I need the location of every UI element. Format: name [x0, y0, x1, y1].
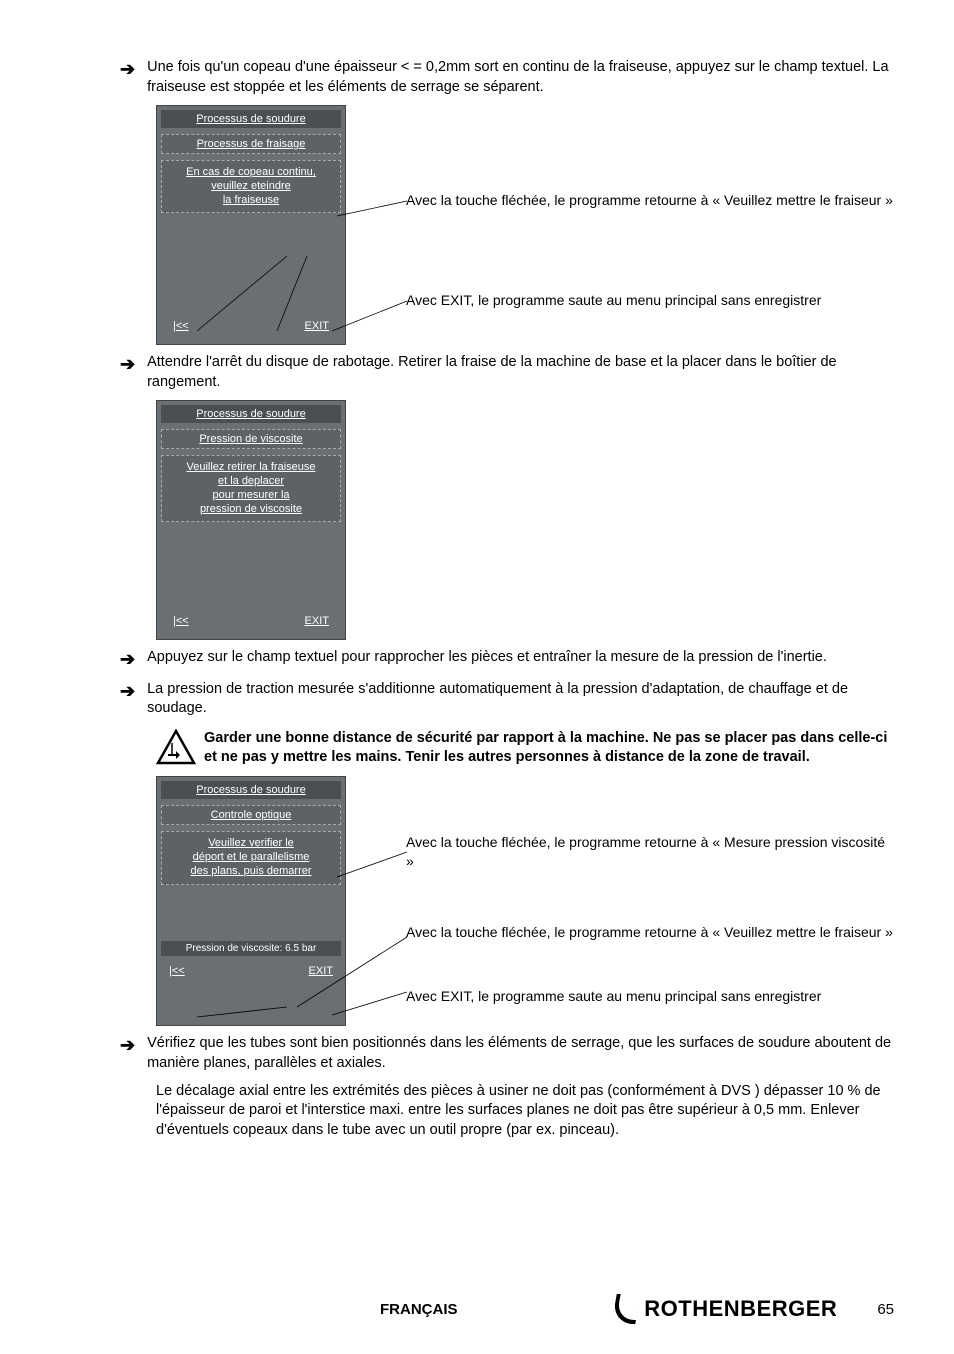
device-screen: Processus de soudure Processus de fraisa… — [156, 105, 346, 345]
screen-body[interactable]: En cas de copeau continu, veuillez etein… — [161, 160, 341, 213]
bullet-text: Appuyez sur le champ textuel pour rappro… — [147, 648, 827, 668]
arrow-right-icon: ➔ — [120, 353, 135, 376]
pressure-readout: Pression de viscosite: 6.5 bar — [161, 941, 341, 956]
bullet-item: ➔ Attendre l'arrêt du disque de rabotage… — [120, 353, 894, 392]
bullet-item: ➔ Vérifiez que les tubes sont bien posit… — [120, 1034, 894, 1073]
exit-button[interactable]: EXIT — [305, 320, 329, 332]
screen-block-2: Processus de soudure Pression de viscosi… — [156, 400, 894, 640]
screen-footer: |<< EXIT — [165, 317, 337, 336]
annotation-column: Avec la touche fléchée, le programme ret… — [346, 776, 894, 1026]
screen-subtitle: Processus de fraisage — [161, 134, 341, 154]
arrow-right-icon: ➔ — [120, 680, 135, 703]
bullet-item: ➔ La pression de traction mesurée s'addi… — [120, 680, 894, 719]
exit-button[interactable]: EXIT — [309, 965, 333, 977]
screen-subtitle: Controle optique — [161, 805, 341, 825]
paragraph: Le décalage axial entre les extrémités d… — [156, 1082, 894, 1141]
brand-swoosh-icon — [612, 1294, 641, 1324]
screen-footer: |<< EXIT — [161, 962, 341, 981]
bullet-item: ➔ Une fois qu'un copeau d'une épaisseur … — [120, 58, 894, 97]
screen-subtitle: Pression de viscosite — [161, 429, 341, 449]
warning-triangle-icon — [156, 729, 196, 765]
annotation-text: Avec EXIT, le programme saute au menu pr… — [406, 987, 894, 1005]
exit-button[interactable]: EXIT — [305, 615, 329, 627]
device-screen: Processus de soudure Controle optique Ve… — [156, 776, 346, 1026]
warning-text: Garder une bonne distance de sécurité pa… — [204, 729, 894, 767]
screen-body-line: pression de viscosite — [166, 503, 336, 517]
screen-body-line: pour mesurer la — [166, 489, 336, 503]
screen-body[interactable]: Veuillez retirer la fraiseuse et la depl… — [161, 455, 341, 522]
arrow-right-icon: ➔ — [120, 648, 135, 671]
back-button[interactable]: |<< — [173, 615, 189, 627]
annotation-text: Avec la touche fléchée, le programme ret… — [406, 191, 894, 209]
bullet-text: Attendre l'arrêt du disque de rabotage. … — [147, 353, 894, 392]
brand-name: ROTHENBERGER — [644, 1296, 837, 1322]
arrow-right-icon: ➔ — [120, 58, 135, 81]
back-button[interactable]: |<< — [173, 320, 189, 332]
footer-language: FRANÇAIS — [380, 1301, 458, 1318]
page-footer: FRANÇAIS ROTHENBERGER 65 — [60, 1294, 894, 1324]
screen-body-line: des plans, puis demarrer — [166, 865, 336, 879]
screen-footer: |<< EXIT — [165, 612, 337, 631]
screen-title: Processus de soudure — [161, 781, 341, 799]
annotation-text: Avec EXIT, le programme saute au menu pr… — [406, 291, 894, 309]
screen-body-line: Veuillez retirer la fraiseuse — [166, 461, 336, 475]
screen-title: Processus de soudure — [161, 405, 341, 423]
annotation-text: Avec la touche fléchée, le programme ret… — [406, 833, 894, 869]
screen-body-line: veuillez eteindre — [166, 180, 336, 194]
screen-block-1: Processus de soudure Processus de fraisa… — [156, 105, 894, 345]
screen-block-3: Processus de soudure Controle optique Ve… — [156, 776, 894, 1026]
warning-row: Garder une bonne distance de sécurité pa… — [156, 729, 894, 767]
device-screen: Processus de soudure Pression de viscosi… — [156, 400, 346, 640]
annotation-column: Avec la touche fléchée, le programme ret… — [346, 105, 894, 345]
annotation-text: Avec la touche fléchée, le programme ret… — [406, 923, 894, 941]
bullet-text: Vérifiez que les tubes sont bien positio… — [147, 1034, 894, 1073]
screen-body-line: la fraiseuse — [166, 194, 336, 208]
screen-body-line: déport et le parallelisme — [166, 851, 336, 865]
arrow-right-icon: ➔ — [120, 1034, 135, 1057]
screen-body-line: Veuillez verifier le — [166, 837, 336, 851]
bullet-item: ➔ Appuyez sur le champ textuel pour rapp… — [120, 648, 894, 671]
screen-body-line: et la deplacer — [166, 475, 336, 489]
page-number: 65 — [877, 1301, 894, 1318]
footer-brand: ROTHENBERGER — [614, 1294, 837, 1324]
screen-body-line: En cas de copeau continu, — [166, 166, 336, 180]
screen-body[interactable]: Veuillez verifier le déport et le parall… — [161, 831, 341, 884]
back-button[interactable]: |<< — [169, 965, 185, 977]
bullet-text: Une fois qu'un copeau d'une épaisseur < … — [147, 58, 894, 97]
page: ➔ Une fois qu'un copeau d'une épaisseur … — [0, 0, 954, 1354]
bullet-text: La pression de traction mesurée s'additi… — [147, 680, 894, 719]
screen-title: Processus de soudure — [161, 110, 341, 128]
